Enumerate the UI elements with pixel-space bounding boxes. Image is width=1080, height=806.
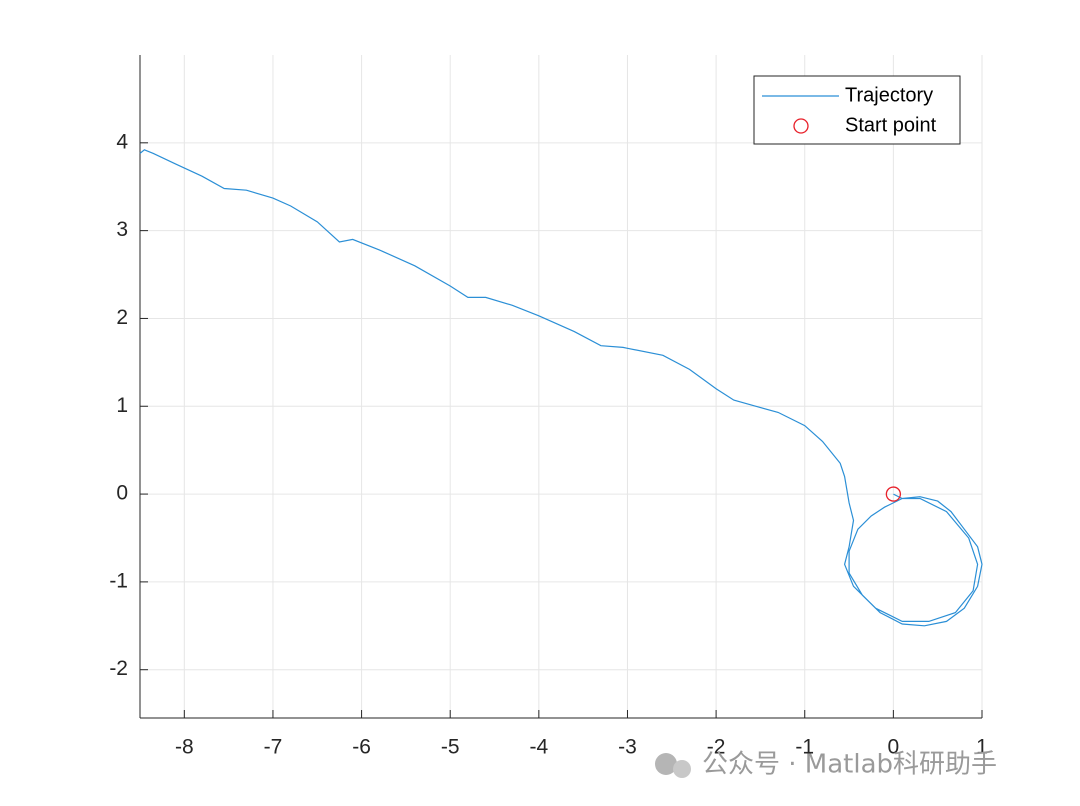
y-tick-label: 0: [116, 482, 128, 505]
x-tick-label: -5: [441, 736, 460, 759]
y-tick-label: -1: [109, 569, 128, 592]
watermark-text: 公众号 · Matlab科研助手: [702, 750, 997, 780]
y-tick-label: 1: [116, 394, 128, 417]
y-tick-label: -2: [109, 657, 128, 680]
x-tick-label: -2: [707, 736, 726, 759]
x-tick-label: -1: [795, 736, 814, 759]
legend-label: Trajectory: [845, 84, 933, 106]
legend-box: [753, 75, 961, 145]
trajectory-line: [139, 149, 983, 627]
x-tick-label: -3: [618, 736, 637, 759]
marker: [885, 486, 902, 502]
y-tick-label: 4: [116, 130, 128, 153]
y-tick-label: 2: [116, 306, 128, 329]
x-tick-label: -6: [352, 736, 371, 759]
x-tick-label: 1: [976, 736, 988, 759]
watermark: 公众号 · Matlab科研助手: [655, 750, 997, 780]
plot: -8 -7 -6 -5 -4 -3 -2 -1 0 1 -2 -1 0 1 2 3 4 Trajectory Sta…: [109, 55, 988, 759]
y-tick-label: 3: [116, 218, 128, 241]
x-tick-label: -4: [529, 736, 548, 759]
x-tick-label: -8: [175, 736, 194, 759]
x-tick-label: 0: [888, 736, 900, 759]
legend-label: Start point: [845, 114, 937, 136]
x-tick-label: -7: [264, 736, 283, 759]
legend-marker: [793, 118, 809, 134]
